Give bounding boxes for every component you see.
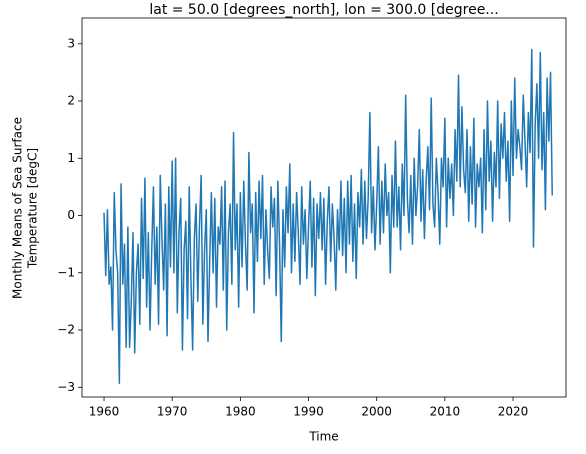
- x-axis-label: Time: [308, 430, 338, 444]
- y-tick-label: 2: [67, 94, 75, 108]
- data-line: [103, 48, 553, 385]
- y-tick-label: 1: [67, 151, 75, 165]
- y-tick-label: −1: [57, 265, 75, 279]
- y-tick-label: −3: [57, 380, 75, 394]
- x-tick-label: 1980: [225, 405, 256, 419]
- y-tick-label: 0: [67, 208, 75, 222]
- plot-frame: [81, 17, 567, 398]
- x-tick-label: 2020: [498, 405, 529, 419]
- x-tick-label: 1960: [89, 405, 120, 419]
- y-axis-label-line: Monthly Means of Sea Surface: [11, 117, 25, 299]
- y-axis-label: Monthly Means of Sea Surface Temperature…: [11, 117, 40, 299]
- x-tick-label: 2000: [361, 405, 392, 419]
- x-tick-label: 2010: [430, 405, 461, 419]
- x-tick-label: 1970: [157, 405, 188, 419]
- chart-title: lat = 50.0 [degrees_north], lon = 300.0 …: [149, 2, 498, 18]
- y-tick-label: −2: [57, 323, 75, 337]
- x-tick-label: 1990: [293, 405, 324, 419]
- y-tick-label: 3: [67, 36, 75, 50]
- y-axis-label-line: Temperature [degC]: [26, 148, 40, 269]
